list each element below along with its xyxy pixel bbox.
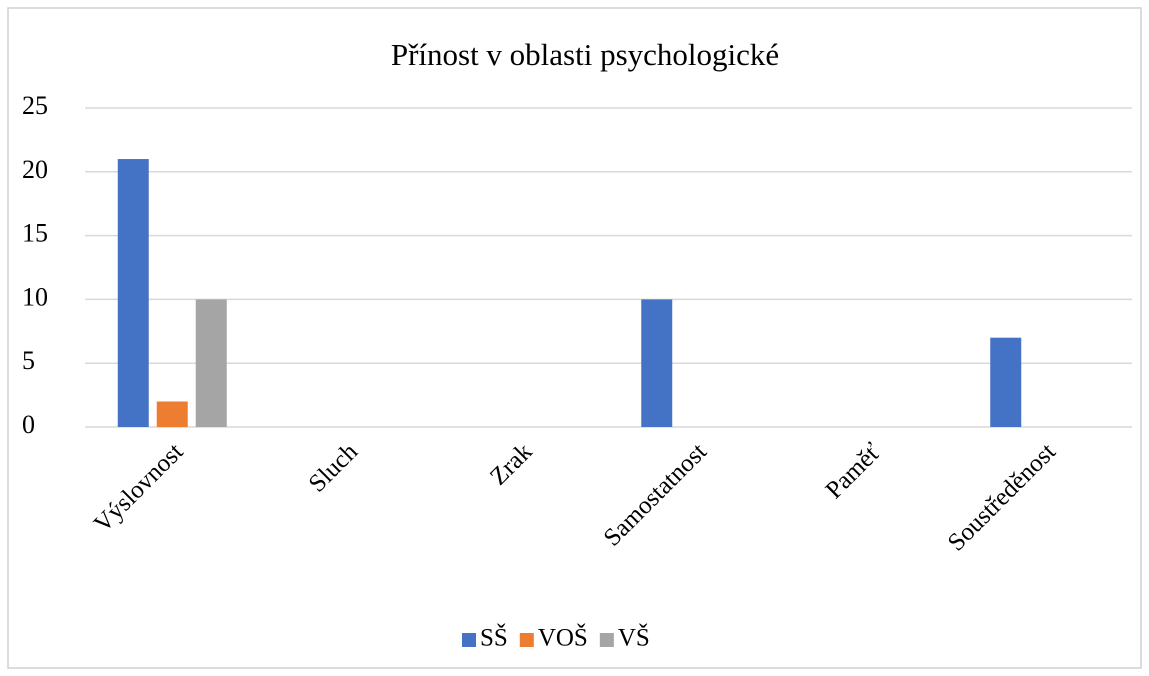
legend-swatch xyxy=(462,633,476,647)
chart-title: Přínost v oblasti psychologické xyxy=(391,37,779,72)
legend-label: VOŠ xyxy=(538,623,588,652)
bar xyxy=(117,159,149,428)
legend-swatch xyxy=(519,633,534,647)
y-tick-label: 25 xyxy=(22,91,48,120)
y-tick-label: 5 xyxy=(22,346,35,375)
legend-label: VŠ xyxy=(618,623,650,652)
chart-border xyxy=(7,7,1142,669)
legend-label: SŠ xyxy=(480,623,508,652)
y-tick-label: 20 xyxy=(22,155,48,184)
y-tick-label: 15 xyxy=(22,219,48,248)
y-tick-label: 10 xyxy=(22,282,48,311)
y-tick-label: 0 xyxy=(22,410,35,439)
bar xyxy=(641,299,673,427)
bar xyxy=(195,299,227,427)
bar xyxy=(990,337,1022,427)
bar xyxy=(156,401,188,427)
legend-swatch xyxy=(599,633,614,647)
